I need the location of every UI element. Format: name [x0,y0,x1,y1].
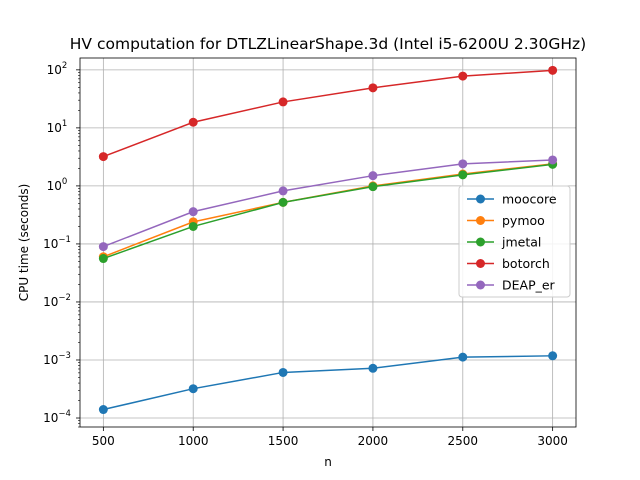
data-point-deap_er [278,186,288,196]
x-tick-label: 2000 [358,434,389,448]
legend-marker-moocore [476,194,485,204]
series-line-deap_er [103,159,553,248]
series-line-moocore [103,355,553,411]
x-axis-ticks: 500 1000 1500 2000 2500 3000 [92,427,568,448]
data-point-jmetal [188,221,198,231]
data-point-moocore [188,384,198,394]
x-tick-label: 1000 [178,434,209,448]
legend-marker-jmetal [476,237,485,247]
data-point-botorch [368,83,378,93]
legend-label-botorch: botorch [502,256,550,271]
data-point-deap_er [458,159,468,169]
series-lines [98,65,558,415]
data-point-deap_er [548,155,558,165]
data-point-jmetal [458,170,468,180]
data-point-jmetal [368,182,378,192]
y-tick-label: 102 [47,61,68,77]
data-point-moocore [98,405,108,415]
y-tick-label: 101 [47,119,68,135]
legend-marker-botorch [476,259,485,268]
data-point-botorch [548,65,558,75]
legend-box [458,185,571,298]
y-tick-exponent: 0 [62,177,67,187]
y-tick-label: 100 [47,177,68,193]
data-point-jmetal [98,254,108,264]
data-point-botorch [458,71,468,81]
y-tick-base: 10 [43,237,58,251]
data-point-botorch [188,117,198,127]
data-point-jmetal [278,197,288,207]
x-tick-label: 3000 [537,434,568,448]
y-tick-base: 10 [47,121,62,135]
y-tick-exponent: 1 [62,119,67,129]
x-axis-label: n [324,455,332,469]
x-tick-label: 1500 [268,434,299,448]
x-tick-label: 500 [92,434,115,448]
data-point-moocore [548,351,558,361]
legend: moocore pymoo jmetal botorch DEAP_er [458,185,571,298]
x-tick-label: 2500 [448,434,479,448]
y-tick-exponent: 2 [62,61,67,71]
plot-area-frame [79,57,577,428]
legend-label-deap_er: DEAP_er [502,278,556,293]
chart-title: HV computation for DTLZLinearShape.3d (I… [70,35,586,53]
y-tick-exponent: −2 [58,293,71,303]
y-tick-base: 10 [43,353,58,367]
data-point-moocore [368,363,378,373]
y-tick-label: 10−2 [43,293,71,309]
y-axis-label: CPU time (seconds) [17,184,31,302]
y-tick-base: 10 [47,63,62,77]
data-point-botorch [98,152,108,162]
legend-marker-deap_er [476,280,485,290]
series-line-jmetal [103,163,553,260]
data-point-moocore [458,352,468,362]
y-tick-label: 10−1 [43,235,71,251]
y-tick-label: 10−3 [43,351,71,367]
data-point-deap_er [98,242,108,252]
y-tick-exponent: −3 [58,351,71,361]
y-tick-base: 10 [47,179,62,193]
legend-label-moocore: moocore [502,192,557,207]
y-tick-base: 10 [43,295,58,309]
data-point-deap_er [368,171,378,181]
y-tick-exponent: −1 [58,235,71,245]
legend-label-pymoo: pymoo [502,213,545,228]
legend-marker-pymoo [476,216,485,225]
data-point-deap_er [188,207,198,217]
data-point-botorch [278,97,288,107]
y-tick-base: 10 [43,411,58,425]
data-point-moocore [278,367,288,377]
legend-label-jmetal: jmetal [501,235,541,250]
series-line-botorch [103,69,553,158]
y-tick-exponent: −4 [58,409,71,419]
y-tick-label: 10−4 [43,409,71,425]
